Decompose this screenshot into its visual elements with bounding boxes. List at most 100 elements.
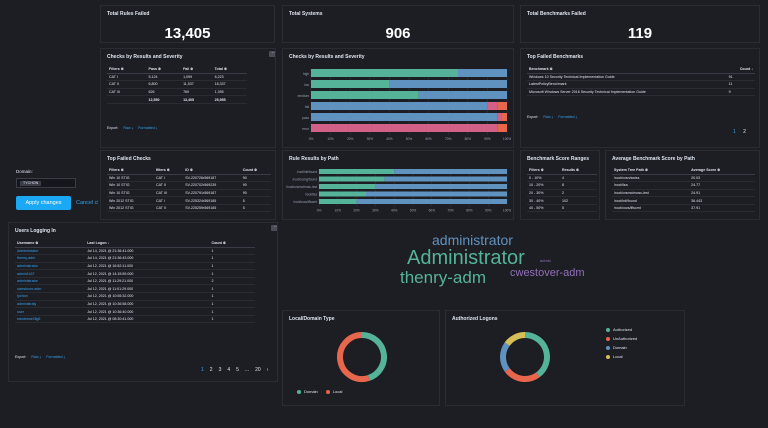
table-cell: 20.03 [689, 174, 755, 183]
username-link[interactable]: eandrewe2llg5 [15, 315, 86, 324]
avg-benchmark-panel: Average Benchmark Score by Path System T… [605, 150, 760, 220]
page-link[interactable]: 2 [743, 129, 746, 135]
username-link[interactable]: admin1167 [15, 269, 86, 278]
username-link[interactable]: thenry-adm [15, 254, 86, 263]
word-cloud-term[interactable]: cwestover-adm [510, 267, 585, 279]
word-cloud-term[interactable]: admin [540, 258, 551, 263]
bar-segment [311, 124, 498, 132]
export-formatted-link[interactable]: Formatted [46, 355, 63, 359]
column-header[interactable]: Benchmark ≑ [527, 65, 727, 74]
column-header[interactable]: Filters ≑ [107, 65, 147, 74]
username-link[interactable]: administrator [15, 277, 86, 286]
table-header-row: System Tree Path ≑ Average Score ≑ [612, 166, 755, 175]
column-header[interactable]: Results ≑ [560, 166, 597, 175]
username-link[interactable]: cwestover-adm [15, 284, 86, 294]
page-link[interactable]: 2 [209, 367, 213, 373]
column-header[interactable]: Average Score ≑ [689, 166, 755, 175]
table-cell: 5 [560, 204, 597, 213]
legend-item[interactable]: Domain [297, 389, 318, 394]
checks-chart-panel: Checks by Results and Severity 0% 10% 20% 3… [282, 48, 514, 148]
username-link[interactable]: Administrator [15, 247, 86, 256]
export-raw-link[interactable]: Raw [123, 126, 131, 130]
panel-options-button[interactable]: … [269, 50, 275, 57]
table-cell: CAT I [153, 196, 184, 205]
domain-combobox[interactable]: TYCHON [16, 178, 76, 188]
legend-item[interactable]: UnAuthorized [606, 334, 637, 343]
cancel-changes-button[interactable]: Cancel ch [76, 200, 98, 206]
column-header[interactable]: Count ↓ [726, 65, 755, 74]
export-formatted-link[interactable]: Formatted [558, 115, 575, 119]
table-cell: 1 [209, 315, 255, 324]
page-link[interactable]: 4 [227, 367, 231, 373]
page-link[interactable]: 5 [236, 367, 239, 373]
checks-table-panel: Checks by Results and Severity … Filters… [100, 48, 276, 148]
apply-changes-button[interactable]: Apply changes [16, 196, 71, 210]
download-icon[interactable]: ⤓ [131, 126, 134, 130]
username-link[interactable]: administraly [15, 300, 86, 309]
column-header[interactable]: Username ≑ [15, 239, 86, 248]
table-total-row: 12,550 13,405 25,955 [107, 95, 247, 104]
table-cell: 10 - 20% [527, 181, 561, 190]
domain-label: Domain: [16, 169, 33, 174]
column-header[interactable]: Total ≑ [212, 65, 247, 74]
kpi-title: Total Systems [289, 11, 323, 17]
table-cell: 1 [209, 300, 255, 309]
table-row: CAT I 5,124 1,099 6,223 [107, 73, 247, 82]
page-link[interactable]: 1 [201, 367, 204, 373]
legend-dot-icon [325, 389, 330, 394]
username-link[interactable]: user [15, 307, 86, 316]
word-cloud-term[interactable]: Administrator [407, 247, 525, 269]
avg-benchmark-table: System Tree Path ≑ Average Score ≑ /root… [612, 166, 755, 213]
export-formatted-link[interactable]: Formatted [138, 126, 155, 130]
download-icon[interactable]: ⤓ [63, 355, 66, 359]
column-header[interactable]: Pass ≑ [146, 65, 182, 74]
username-link[interactable]: administrator [15, 262, 86, 271]
table-cell: 18,337 [212, 80, 247, 89]
word-cloud-term[interactable]: administrator [432, 232, 513, 248]
donut-slice [361, 332, 387, 381]
legend-item[interactable]: Domain [606, 343, 637, 352]
panel-options-button[interactable]: … [271, 224, 277, 231]
legend-item[interactable]: Local [606, 352, 637, 361]
page-link[interactable]: 20 [255, 367, 261, 373]
download-icon[interactable]: ⤓ [575, 115, 578, 119]
column-header[interactable]: filters ≑ [153, 166, 184, 175]
column-header[interactable]: Fail ≑ [181, 65, 213, 74]
page-link[interactable]: 1 [733, 129, 736, 135]
column-header[interactable]: Count ≑ [240, 166, 271, 175]
domain-chip[interactable]: TYCHON [20, 181, 42, 186]
legend-item[interactable]: Local [325, 389, 342, 394]
panel-title: Authorized Logons [452, 316, 498, 322]
page-link[interactable]: › [266, 367, 269, 373]
column-header[interactable]: ID ≑ [183, 166, 241, 175]
table-cell: CAT II [153, 204, 184, 213]
word-cloud-term[interactable]: thenry-adm [400, 268, 486, 287]
table-cell: 11 [726, 80, 755, 89]
export-raw-link[interactable]: Raw [543, 115, 551, 119]
y-tick-label: /root/ilsa [305, 192, 317, 196]
download-icon[interactable]: ⤓ [551, 115, 554, 119]
benchmark-ranges-panel: Benchmark Score Ranges Filters ≑ Results… [520, 150, 600, 220]
table-cell: SV-220702r569239 [183, 181, 241, 190]
download-icon[interactable]: ⤓ [39, 355, 42, 359]
table-cell: Win 10 STIG [107, 181, 154, 190]
word-cloud-panel: administrator Administrator thenry-adm c… [282, 222, 760, 310]
page-link[interactable]: 3 [218, 367, 222, 373]
table-cell: 8 [560, 181, 597, 190]
column-header[interactable]: Count ≑ [209, 239, 255, 248]
table-header-row: Filters ≑ Results ≑ [527, 166, 597, 175]
export-bar: Export: Raw ⤓ Formatted ⤓ [107, 126, 157, 130]
column-header[interactable]: Filters ≑ [527, 166, 561, 175]
column-header[interactable]: Last Logon ↓ [85, 239, 210, 248]
column-header[interactable]: Filters ≑ [107, 166, 154, 175]
table-row: user Jul 12, 2021 @ 10:36:40.000 1 [15, 307, 255, 316]
table-cell: Jul 12, 2021 @ 16:52:11.000 [85, 262, 210, 271]
legend-item[interactable]: Authorized [606, 325, 637, 334]
donut-slice [337, 332, 370, 382]
column-header[interactable]: System Tree Path ≑ [612, 166, 690, 175]
download-icon[interactable]: ⤓ [155, 126, 158, 130]
export-raw-link[interactable]: Raw [31, 355, 39, 359]
page-link[interactable]: ... [244, 367, 250, 373]
table-cell: Jul 12, 2021 @ 08:30:41.000 [85, 315, 210, 324]
username-link[interactable]: tychon [15, 292, 86, 301]
